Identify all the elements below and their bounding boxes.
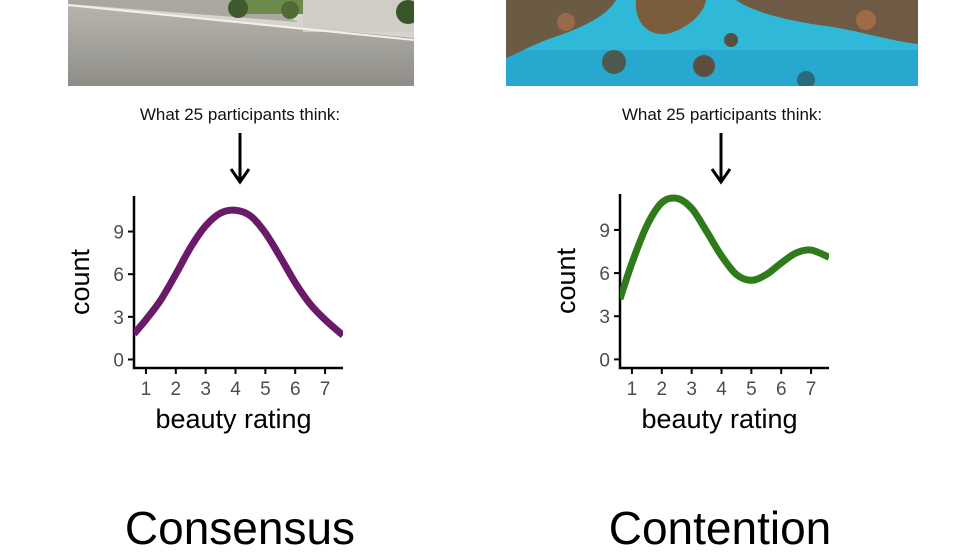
density-curve: [620, 194, 829, 301]
y-axis-label: count: [65, 248, 95, 315]
y-tick-label: 6: [599, 264, 610, 285]
chart-axes: [618, 194, 829, 370]
y-tick-label: 3: [599, 307, 610, 328]
y-tick-label: 9: [113, 223, 124, 244]
x-tick-label: 1: [141, 379, 152, 400]
x-tick-label: 2: [171, 379, 182, 400]
contention-label: Contention: [608, 502, 832, 554]
x-axis-label: beauty rating: [155, 404, 311, 434]
street-photo: [68, 0, 414, 86]
y-tick-label: 3: [113, 308, 124, 329]
x-tick-label: 6: [776, 379, 787, 400]
x-tick-label: 5: [746, 379, 757, 400]
coral-reef-photo-image: [506, 0, 918, 86]
chart-axes: [132, 196, 343, 370]
x-tick-label: 4: [230, 379, 241, 400]
y-axis-label: count: [551, 247, 581, 314]
arrow-down-icon: [229, 133, 251, 185]
x-tick-label: 7: [806, 379, 817, 400]
participants-caption: What 25 participants think:: [139, 105, 341, 124]
arrow-down-icon: [710, 133, 732, 185]
street-photo-image: [68, 0, 414, 86]
participants-caption: What 25 participants think:: [621, 105, 823, 124]
x-tick-label: 1: [627, 379, 638, 400]
coral-reef-photo: [506, 0, 918, 86]
x-tick-label: 3: [686, 379, 697, 400]
y-tick-label: 0: [113, 350, 124, 371]
x-tick-label: 4: [716, 379, 727, 400]
y-tick-label: 9: [599, 221, 610, 242]
y-tick-label: 6: [113, 265, 124, 286]
density-curve: [134, 206, 343, 338]
x-axis-label: beauty rating: [641, 404, 797, 434]
y-tick-label: 0: [599, 350, 610, 371]
x-tick-label: 2: [657, 379, 668, 400]
x-tick-label: 3: [200, 379, 211, 400]
x-tick-label: 5: [260, 379, 271, 400]
x-tick-label: 6: [290, 379, 301, 400]
consensus-label: Consensus: [124, 502, 356, 554]
x-tick-label: 7: [320, 379, 331, 400]
